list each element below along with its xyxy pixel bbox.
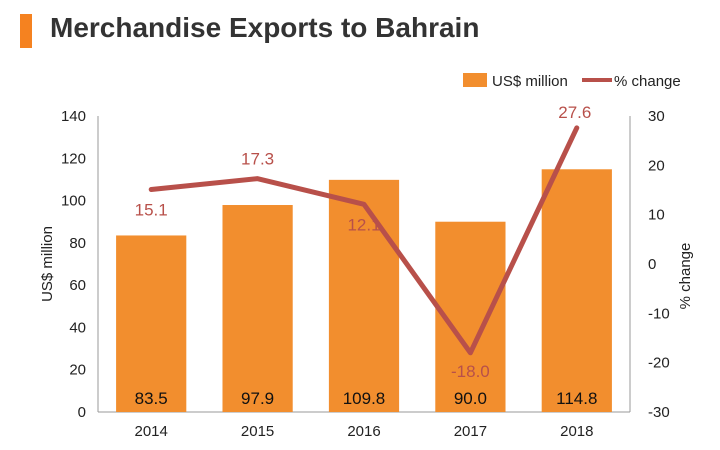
y2-tick-label: -10 bbox=[648, 305, 670, 322]
y-tick-label: 120 bbox=[61, 150, 86, 167]
y-tick-label: 60 bbox=[69, 277, 86, 294]
y-tick-label: 0 bbox=[78, 404, 86, 421]
y-axis-right: -30 -20 -10 0 10 20 30 % change bbox=[629, 108, 694, 421]
line-value-label: 12.1 bbox=[347, 215, 380, 234]
chart-title: Merchandise Exports to Bahrain bbox=[50, 12, 480, 43]
bar-value-label: 109.8 bbox=[343, 389, 386, 408]
y-axis-left: 0 20 40 60 80 100 120 140 US$ million bbox=[39, 108, 99, 421]
bar-value-label: 90.0 bbox=[454, 389, 487, 408]
legend-label-line: % change bbox=[614, 73, 681, 90]
y-axis-title: US$ million bbox=[39, 226, 56, 302]
y2-tick-label: 0 bbox=[648, 256, 656, 273]
line-value-label: 17.3 bbox=[241, 150, 274, 169]
x-tick-label: 2014 bbox=[135, 423, 168, 440]
x-tick-label: 2018 bbox=[560, 423, 593, 440]
bar bbox=[328, 179, 400, 412]
bar bbox=[116, 235, 187, 412]
title-accent-bar bbox=[20, 14, 32, 48]
bar bbox=[222, 205, 293, 412]
y2-tick-label: 20 bbox=[648, 157, 665, 174]
y2-tick-label: 10 bbox=[648, 207, 665, 224]
legend-label-bar: US$ million bbox=[492, 73, 568, 90]
line-value-label: 27.6 bbox=[558, 103, 591, 122]
line-series bbox=[148, 125, 580, 356]
x-tick-label: 2017 bbox=[454, 423, 487, 440]
bar-value-label: 97.9 bbox=[241, 389, 274, 408]
y2-axis-title: % change bbox=[677, 243, 694, 310]
bar-value-labels: 83.5 97.9 109.8 90.0 114.8 bbox=[135, 389, 598, 408]
x-tick-label: 2015 bbox=[241, 423, 274, 440]
legend-swatch-bar bbox=[463, 73, 487, 87]
y-tick-label: 20 bbox=[69, 362, 86, 379]
x-axis: 2014 2015 2016 2017 2018 bbox=[98, 411, 630, 440]
line-value-label: 15.1 bbox=[135, 201, 168, 220]
y-tick-label: 100 bbox=[61, 193, 86, 210]
line-value-label: -18.0 bbox=[451, 362, 490, 381]
bar-series bbox=[116, 169, 612, 412]
bar-value-label: 83.5 bbox=[135, 389, 168, 408]
y-tick-label: 40 bbox=[69, 319, 86, 336]
y-tick-label: 80 bbox=[69, 235, 86, 252]
bar-value-label: 114.8 bbox=[556, 389, 597, 408]
x-tick-label: 2016 bbox=[347, 423, 380, 440]
bar bbox=[541, 169, 612, 412]
legend: US$ million % change bbox=[463, 73, 681, 90]
y2-tick-label: -20 bbox=[648, 355, 670, 372]
line-value-labels: 15.1 17.3 12.1 -18.0 27.6 bbox=[135, 103, 592, 381]
y2-tick-label: 30 bbox=[648, 108, 665, 125]
y2-tick-label: -30 bbox=[648, 404, 670, 421]
y-tick-label: 140 bbox=[61, 108, 86, 125]
